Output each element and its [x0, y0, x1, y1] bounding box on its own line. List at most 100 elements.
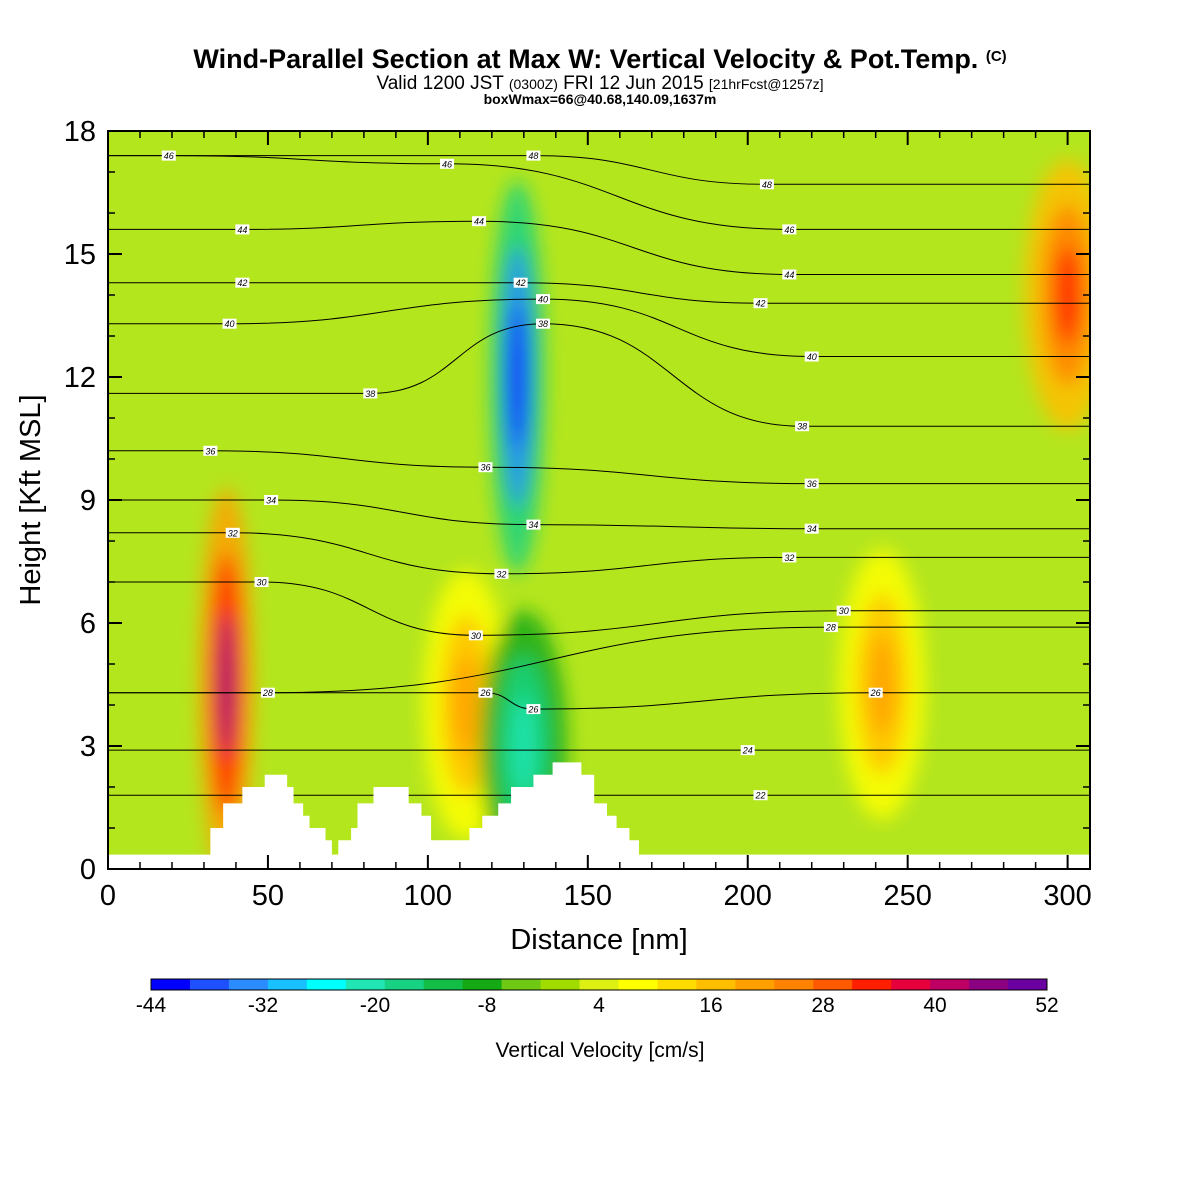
theta-label: 36	[478, 462, 493, 473]
colorbar-swatch	[696, 979, 736, 990]
theta-isoline	[108, 499, 1090, 530]
colorbar-tick-label: -44	[136, 994, 167, 1017]
theta-label: 40	[804, 351, 819, 362]
theta-label: 28	[823, 622, 838, 633]
y-tick-label: 0	[80, 854, 96, 886]
valid-date: FRI 12 Jun 2015	[563, 73, 704, 94]
y-tick-label: 9	[80, 485, 96, 517]
theta-label-text: 30	[471, 631, 481, 641]
colorbar-swatch	[774, 979, 814, 990]
theta-label-text: 22	[755, 791, 766, 801]
colorbar-tick-label: 4	[593, 994, 605, 1017]
theta-label-bg	[823, 622, 838, 633]
theta-label-bg	[782, 269, 797, 280]
colorbar-swatch	[228, 979, 269, 990]
theta-label-text: 42	[516, 278, 526, 288]
theta-label-text: 30	[257, 578, 267, 588]
colorbar-swatch	[189, 979, 230, 990]
colorbar-tick-label: 16	[699, 994, 722, 1017]
theta-label: 32	[225, 527, 240, 538]
colorbar-swatch	[345, 979, 386, 990]
colorbar-swatch	[969, 979, 1009, 990]
theta-label: 36	[804, 478, 819, 489]
theta-label-text: 34	[266, 496, 276, 506]
theta-label-bg	[782, 552, 797, 563]
terrain	[108, 762, 1090, 869]
theta-label: 34	[526, 519, 541, 530]
theta-label-text: 30	[839, 606, 849, 616]
theta-label-text: 36	[807, 479, 817, 489]
theta-label-text: 40	[807, 352, 817, 362]
theta-label: 40	[536, 294, 551, 305]
field-anomaly	[511, 696, 537, 796]
chart-title-main: Wind-Parallel Section at Max W: Vertical…	[193, 44, 979, 74]
theta-label-bg	[468, 630, 483, 641]
box-info: boxWmax=66@40.68,140.09,1637m	[483, 91, 717, 107]
x-tick-label: 250	[883, 880, 931, 912]
x-tick-label: 50	[252, 880, 284, 912]
x-tick-label: 200	[724, 880, 772, 912]
theta-label-bg	[536, 318, 551, 329]
theta-label: 46	[161, 150, 176, 161]
theta-label: 26	[868, 687, 883, 698]
theta-label-text: 32	[228, 528, 238, 538]
theta-label-text: 48	[528, 151, 538, 161]
colorbar-swatch	[852, 979, 892, 990]
forecast-info: [21hrFcst@1257z]	[708, 76, 824, 92]
theta-label-text: 38	[797, 422, 807, 432]
y-axis-label: Height [Kft MSL]	[15, 394, 47, 605]
theta-label: 38	[536, 318, 551, 329]
theta-label: 32	[782, 552, 797, 563]
theta-label-text: 48	[762, 180, 772, 190]
colorbar-swatch	[267, 979, 308, 990]
colorbar-swatch	[735, 979, 775, 990]
theta-label: 30	[836, 605, 851, 616]
theta-label-text: 44	[474, 217, 484, 227]
theta-label-text: 40	[538, 295, 548, 305]
theta-isoline	[108, 220, 1090, 276]
valid-utc: (0300Z)	[508, 76, 558, 92]
theta-label: 30	[468, 630, 483, 641]
colorbar-swatch	[384, 979, 425, 990]
theta-label-text: 28	[825, 623, 836, 633]
chart-title: Wind-Parallel Section at Max W: Vertical…	[0, 44, 1200, 75]
theta-label-text: 42	[237, 278, 247, 288]
x-tick-label: 300	[1043, 880, 1091, 912]
y-tick-label: 3	[80, 731, 96, 763]
theta-label-bg	[795, 421, 810, 432]
colorbar-tick-label: -20	[360, 994, 390, 1017]
theta-label-text: 36	[205, 446, 215, 456]
x-axis-label: Distance [nm]	[510, 924, 687, 956]
theta-label-bg	[868, 687, 883, 698]
theta-label: 44	[472, 216, 487, 227]
theta-label: 38	[363, 388, 378, 399]
theta-label-bg	[203, 445, 218, 456]
theta-isoline	[108, 626, 1090, 694]
theta-label: 42	[235, 277, 250, 288]
theta-label-bg	[254, 577, 269, 587]
theta-label-text: 26	[479, 688, 490, 698]
colorbar-swatch	[501, 979, 542, 990]
theta-label-bg	[804, 351, 819, 362]
theta-label-text: 38	[365, 389, 375, 399]
x-tick-label: 100	[404, 880, 452, 912]
colorbar-swatch	[423, 979, 464, 990]
theta-label-text: 32	[496, 569, 506, 579]
theta-isoline	[108, 532, 1090, 575]
valid-time: Valid 1200 JST	[376, 73, 504, 94]
theta-label: 44	[235, 224, 250, 235]
theta-label-bg	[804, 478, 819, 489]
theta-label: 26	[526, 704, 541, 715]
chart-subtitle: Valid 1200 JST (0300Z) FRI 12 Jun 2015 […	[0, 73, 1200, 95]
theta-isoline	[108, 323, 1090, 427]
theta-label: 28	[260, 687, 275, 698]
theta-label: 32	[494, 568, 509, 579]
y-tick-label: 12	[64, 362, 96, 394]
theta-label-text: 26	[527, 705, 538, 715]
colorbar-tick-label: -32	[248, 994, 278, 1017]
colorbar-swatch	[657, 979, 697, 990]
theta-label-text: 44	[237, 225, 247, 235]
